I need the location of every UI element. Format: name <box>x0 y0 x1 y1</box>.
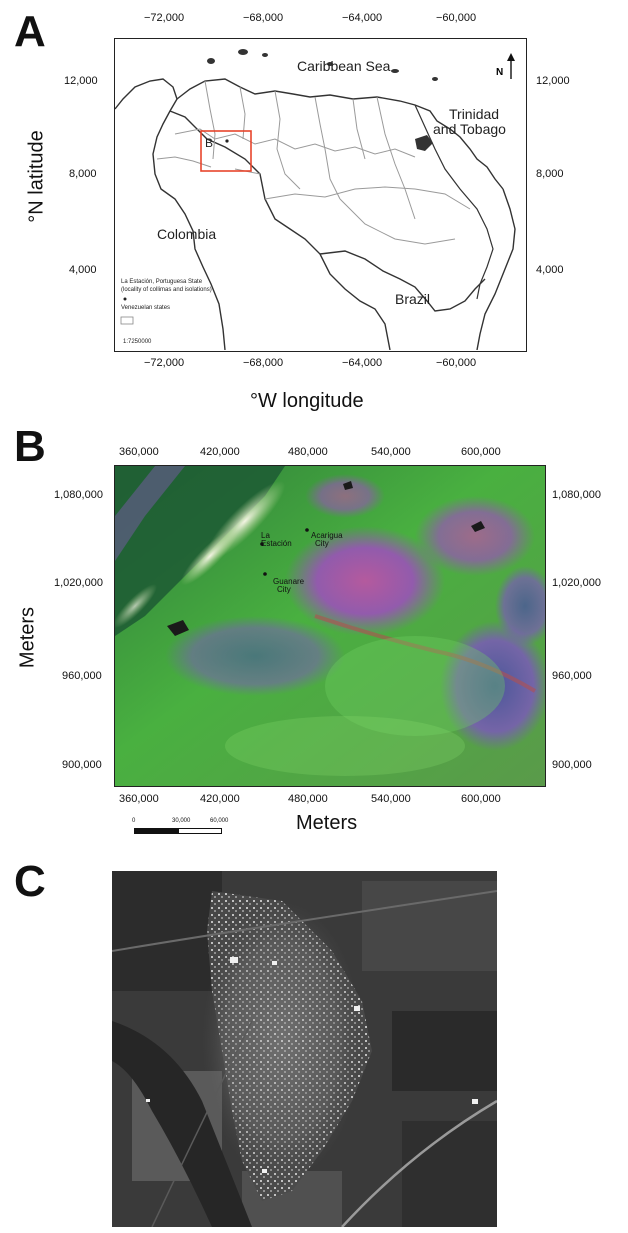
la-estacion-dot <box>260 542 264 546</box>
north-label: N <box>496 67 503 78</box>
venezuela-south-border <box>476 188 516 350</box>
a-bottom-tick: −68,000 <box>243 357 284 369</box>
b-top-tick: 420,000 <box>200 446 240 458</box>
b-bottom-tick: 360,000 <box>119 793 159 805</box>
caribbean-islands <box>207 49 438 151</box>
b-left-tick: 1,020,000 <box>54 577 103 589</box>
aerial-photo <box>112 871 497 1227</box>
a-left-tick: 4,000 <box>69 264 97 276</box>
b-right-tick: 900,000 <box>552 759 592 771</box>
colombia-label: Colombia <box>157 226 216 242</box>
guanare-label-1: Guanare <box>273 577 305 586</box>
caribbean-sea-label: Caribbean Sea <box>297 58 391 74</box>
legend-state-swatch <box>120 316 134 325</box>
b-left-tick: 1,080,000 <box>54 489 103 501</box>
acarigua-dot <box>305 528 309 532</box>
scale-ratio: 1:7250000 <box>123 339 152 345</box>
a-right-tick: 12,000 <box>536 75 570 87</box>
b-left-tick: 900,000 <box>62 759 102 771</box>
b-bottom-tick: 600,000 <box>461 793 501 805</box>
scalebar-black <box>134 828 178 834</box>
a-top-tick: −64,000 <box>342 12 383 24</box>
inset-b-label: B <box>205 136 213 150</box>
inset-b-box <box>200 130 252 172</box>
b-top-tick: 360,000 <box>119 446 159 458</box>
venezuela-map: B Caribbean Sea Trinidad and Tobago Colo… <box>114 38 527 352</box>
panel-c-letter: C <box>14 857 46 906</box>
b-right-tick: 960,000 <box>552 670 592 682</box>
b-bottom-tick: 540,000 <box>371 793 411 805</box>
acarigua-label-1: Acarigua <box>311 531 343 540</box>
b-top-tick: 480,000 <box>288 446 328 458</box>
a-left-tick: 8,000 <box>69 168 97 180</box>
a-xlabel: °W longitude <box>250 390 364 412</box>
scalebar-tick-2: 60,000 <box>210 818 229 824</box>
a-right-tick: 4,000 <box>536 264 564 276</box>
a-bottom-tick: −64,000 <box>342 357 383 369</box>
guanare-label-2: City <box>277 585 291 594</box>
panel-b-letter: B <box>14 422 46 471</box>
landsat-svg: La Estación Acarigua City Guanare City <box>115 466 545 786</box>
a-top-tick: −68,000 <box>243 12 284 24</box>
b-bottom-tick: 480,000 <box>288 793 328 805</box>
acarigua-label-2: City <box>315 539 329 548</box>
trinidad-label-2: and Tobago <box>433 121 506 137</box>
b-top-tick: 600,000 <box>461 446 501 458</box>
venezuela-colombia-border <box>169 110 391 350</box>
venezuela-brazil-border <box>319 250 486 312</box>
a-left-tick: 12,000 <box>64 75 98 87</box>
a-bottom-tick: −60,000 <box>436 357 477 369</box>
legend-line-1: La Estación, Portuguesa State <box>121 279 203 285</box>
aerial-photo-svg <box>112 871 497 1227</box>
b-bottom-tick: 420,000 <box>200 793 240 805</box>
north-arrow-icon <box>507 53 515 79</box>
a-bottom-tick: −72,000 <box>144 357 185 369</box>
brazil-label: Brazil <box>395 291 430 307</box>
colombia-coast <box>115 78 226 350</box>
b-xlabel: Meters <box>296 812 358 834</box>
a-top-tick: −60,000 <box>436 12 477 24</box>
b-right-tick: 1,020,000 <box>552 577 601 589</box>
scalebar-tick-1: 30,000 <box>172 818 191 824</box>
panel-a-letter: A <box>14 7 46 56</box>
b-scalebar: 0 30,000 60,000 <box>132 818 234 838</box>
scalebar-tick-0: 0 <box>132 818 136 824</box>
b-ylabel: Meters <box>16 606 39 669</box>
legend-marker <box>123 297 127 301</box>
b-top-tick: 540,000 <box>371 446 411 458</box>
a-ylabel: °N latitude <box>25 130 48 223</box>
a-top-tick: −72,000 <box>144 12 185 24</box>
landsat-image: La Estación Acarigua City Guanare City <box>114 465 546 787</box>
scalebar-white <box>178 828 222 834</box>
la-estacion-marker <box>225 139 229 143</box>
la-estacion-label-2: Estación <box>261 539 292 548</box>
venezuela-map-svg: B Caribbean Sea Trinidad and Tobago Colo… <box>115 49 516 350</box>
a-right-tick: 8,000 <box>536 168 564 180</box>
b-right-tick: 1,080,000 <box>552 489 601 501</box>
trinidad-label-1: Trinidad <box>449 106 499 122</box>
legend-line-3: Venezuelan states <box>121 305 170 311</box>
la-estacion-label-1: La <box>261 531 270 540</box>
state-borders <box>156 80 471 245</box>
legend-line-2: (locality of collimas and isolations) <box>121 287 212 293</box>
b-left-tick: 960,000 <box>62 670 102 682</box>
guanare-dot <box>263 572 267 576</box>
